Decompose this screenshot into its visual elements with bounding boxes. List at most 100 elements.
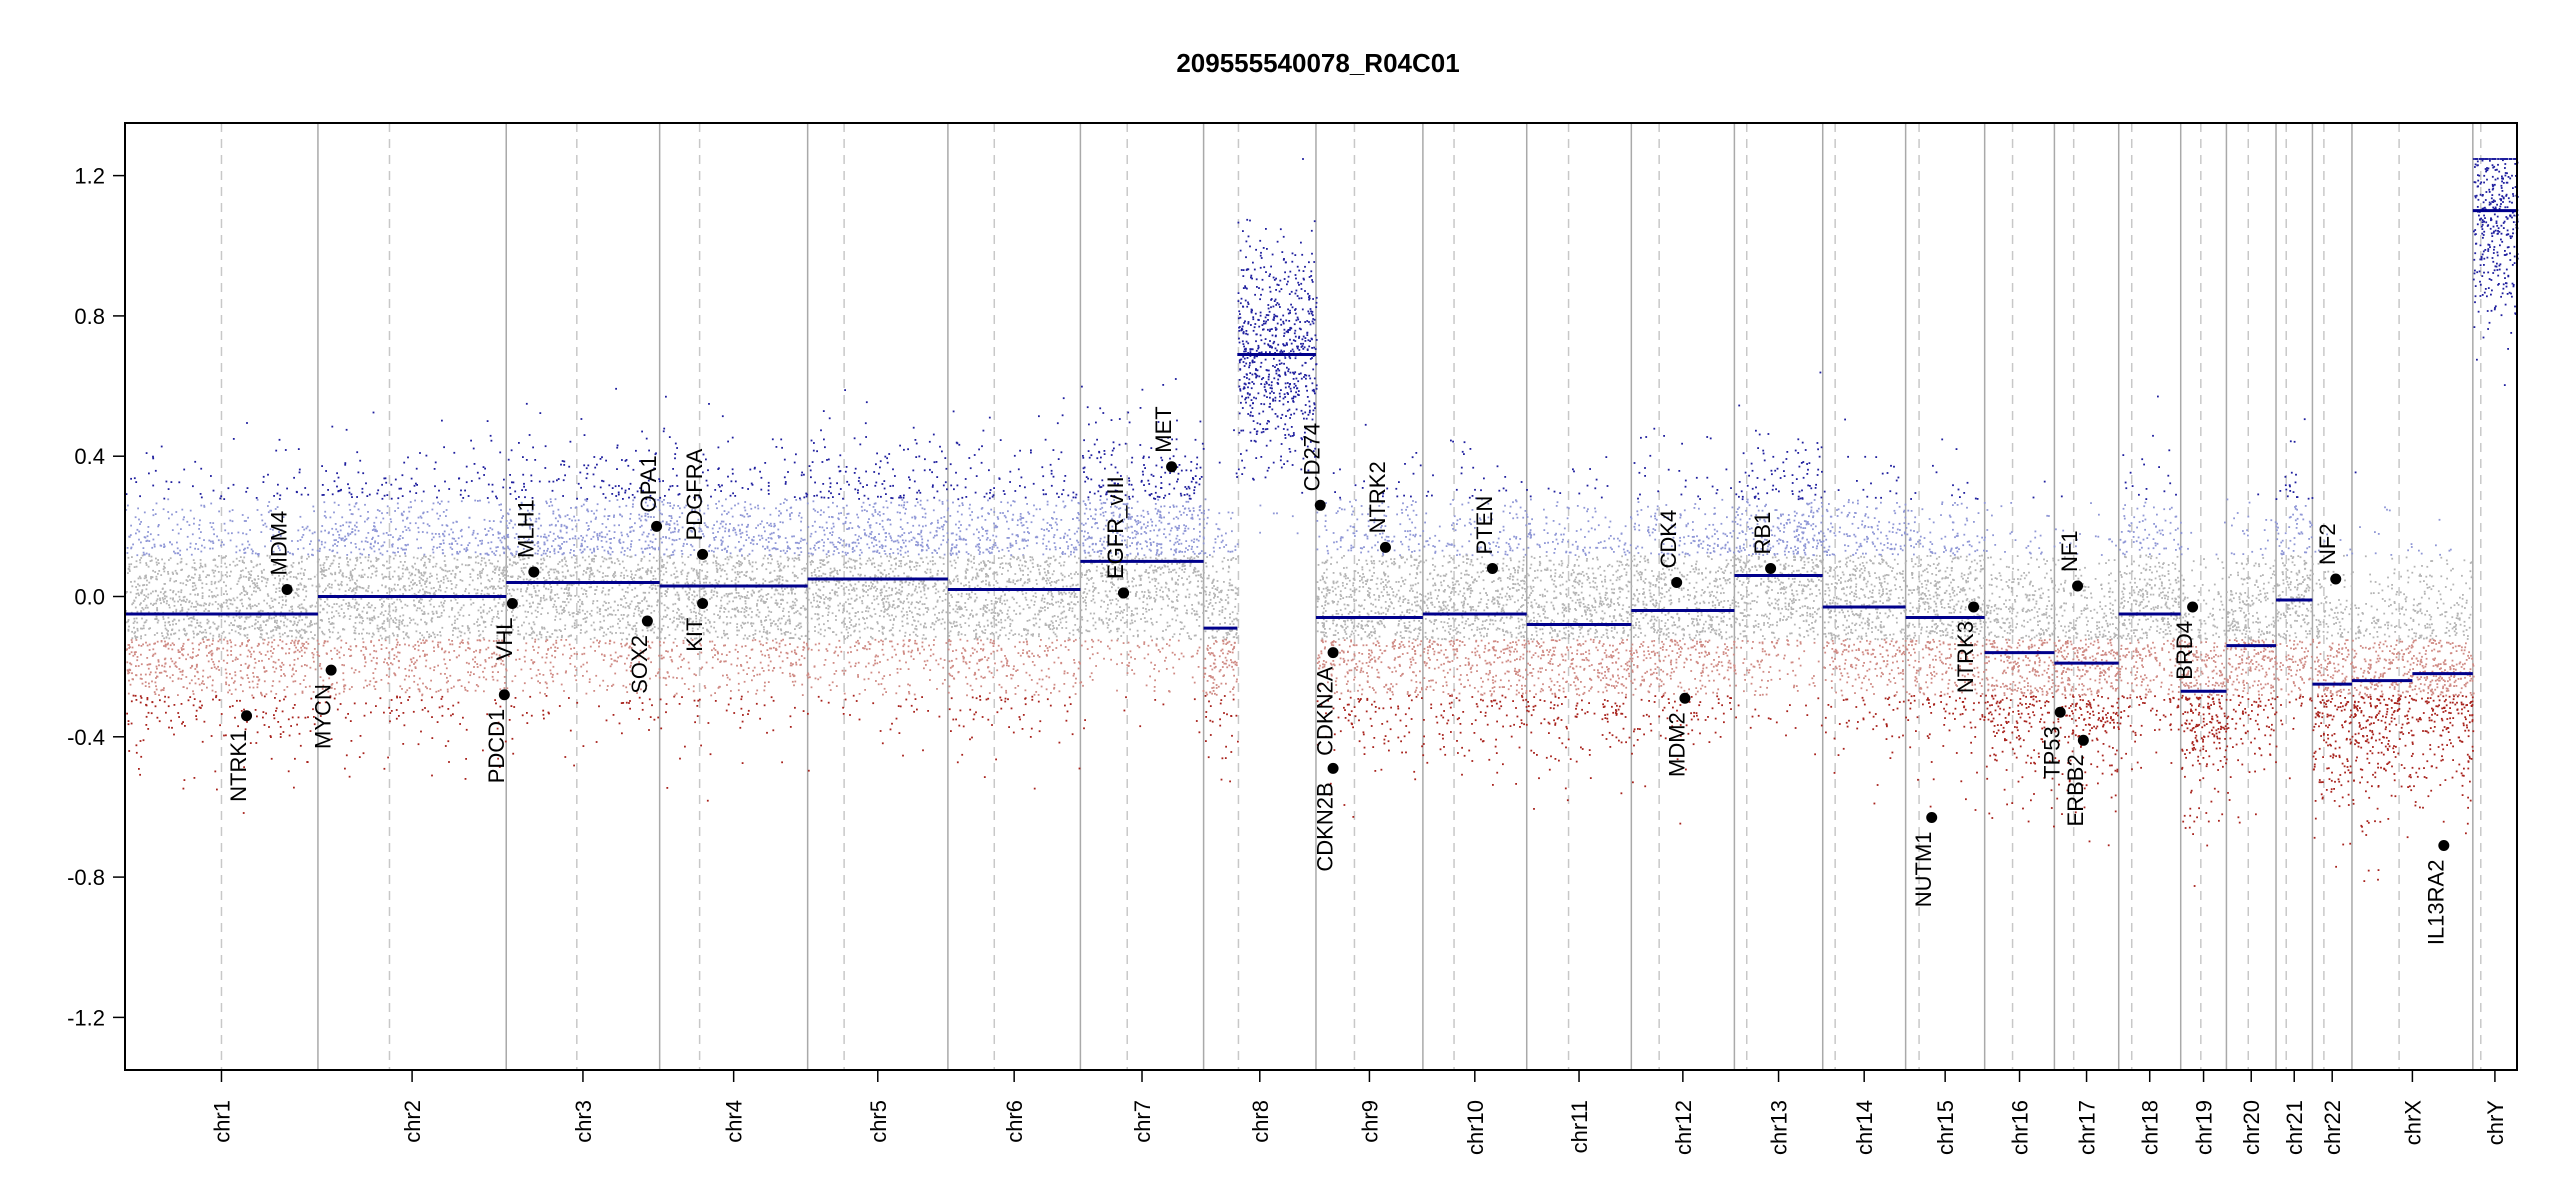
probe-point [329,695,332,698]
probe-point [403,461,406,464]
probe-point [274,508,277,510]
probe-point [614,579,617,582]
probe-point [596,503,599,506]
probe-point [142,608,145,611]
probe-point [225,681,227,684]
probe-point [284,695,287,698]
probe-point [208,595,210,598]
probe-point [206,654,208,657]
probe-point [211,643,214,645]
probe-point [616,446,619,449]
probe-point [229,639,232,642]
probe-point [300,649,303,652]
probe-point [616,468,618,470]
probe-point [453,622,456,624]
probe-point [620,655,623,658]
probe-point [351,513,354,516]
probe-point [466,641,469,644]
probe-point [262,638,264,641]
probe-point [394,610,397,613]
probe-point [478,477,481,480]
probe-point [353,587,355,590]
probe-point [331,616,333,619]
probe-point [266,602,268,605]
probe-point [261,659,263,662]
probe-point [552,606,555,608]
probe-point [498,580,501,583]
probe-point [412,556,415,559]
probe-point [155,557,157,560]
probe-point [181,669,184,672]
probe-point [470,439,472,442]
probe-point [390,597,393,600]
probe-point [216,594,219,597]
probe-point [395,655,398,658]
probe-point [141,607,144,609]
probe-point [416,607,419,609]
probe-point [486,587,489,590]
probe-point [554,629,557,632]
probe-point [309,624,312,627]
probe-point [408,687,411,689]
probe-point [488,657,490,659]
probe-point [385,597,388,600]
probe-point [381,483,383,486]
probe-point [385,576,388,578]
probe-point [547,534,550,537]
probe-point [547,648,550,650]
probe-point [538,589,540,592]
probe-point [485,586,488,589]
probe-point [154,681,157,684]
probe-point [792,588,794,591]
probe-point [291,608,294,611]
probe-point [533,623,536,626]
probe-point [251,625,254,627]
probe-point [421,694,423,697]
probe-point [420,642,423,644]
probe-point [147,531,149,533]
probe-point [420,577,423,580]
probe-point [328,621,331,623]
probe-point [687,620,690,623]
probe-point [127,672,129,675]
probe-point [529,634,532,636]
probe-point [354,533,357,536]
probe-point [571,584,574,587]
probe-point [431,532,434,535]
probe-point [304,623,306,626]
probe-point [486,574,489,577]
probe-point [332,622,335,625]
probe-point [128,563,131,566]
probe-point [658,668,661,671]
probe-point [364,556,367,559]
probe-point [648,586,651,589]
probe-point [275,707,278,710]
probe-point [425,580,427,583]
probe-point [297,588,300,591]
probe-point [161,635,164,637]
probe-point [548,505,551,507]
probe-point [657,599,659,602]
probe-point [546,686,549,689]
probe-point [208,627,211,629]
probe-point [296,577,298,580]
probe-point [457,701,460,704]
probe-point [224,636,227,639]
probe-point [396,502,399,505]
probe-point [503,687,506,689]
probe-point [253,578,256,581]
probe-point [308,529,311,532]
probe-point [492,678,495,681]
probe-point [300,603,303,606]
probe-point [199,562,202,565]
probe-point [274,563,277,566]
probe-point [333,603,336,605]
probe-point [483,518,486,521]
probe-point [353,632,356,634]
probe-point [617,609,619,612]
probe-point [300,637,303,640]
probe-point [428,561,431,563]
probe-point [602,572,604,575]
probe-point [155,685,157,688]
probe-point [166,675,168,677]
